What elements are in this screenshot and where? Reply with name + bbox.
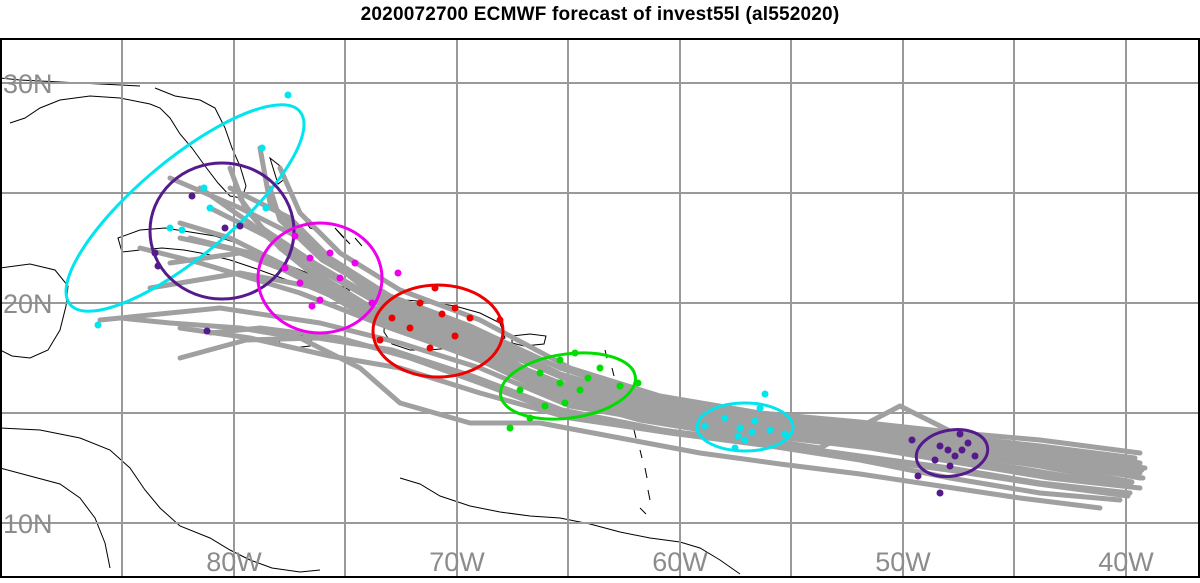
coastlines bbox=[0, 77, 741, 575]
lat-labels: 30N 20N 10N bbox=[3, 69, 53, 539]
lat-label-30n: 30N bbox=[3, 69, 53, 99]
lon-label-60w: 60W bbox=[652, 547, 708, 577]
lon-labels: 80W 70W 60W 50W 40W bbox=[206, 547, 1154, 577]
lon-label-40w: 40W bbox=[1098, 547, 1154, 577]
ensemble-points bbox=[94, 91, 979, 497]
ellipse-red bbox=[371, 283, 505, 379]
ellipse-cyan-far bbox=[64, 103, 306, 313]
ellipse-magenta bbox=[256, 221, 384, 335]
ellipse-cyan-near bbox=[695, 401, 795, 453]
map-border bbox=[0, 38, 1200, 578]
lon-label-70w: 70W bbox=[429, 547, 485, 577]
chart-title: 2020072700 ECMWF forecast of invest55l (… bbox=[360, 4, 840, 25]
uncertainty-ellipses bbox=[64, 103, 990, 478]
forecast-map: 30N 20N 10N 80W 70W 60W 50W 40W bbox=[0, 38, 1200, 578]
lat-label-20n: 20N bbox=[3, 289, 53, 319]
lat-label-10n: 10N bbox=[3, 509, 53, 539]
ellipse-purple-far bbox=[148, 161, 296, 301]
lon-label-50w: 50W bbox=[875, 547, 931, 577]
ellipse-green bbox=[499, 351, 637, 421]
lon-label-80w: 80W bbox=[206, 547, 262, 577]
ellipse-purple-near bbox=[914, 428, 990, 478]
